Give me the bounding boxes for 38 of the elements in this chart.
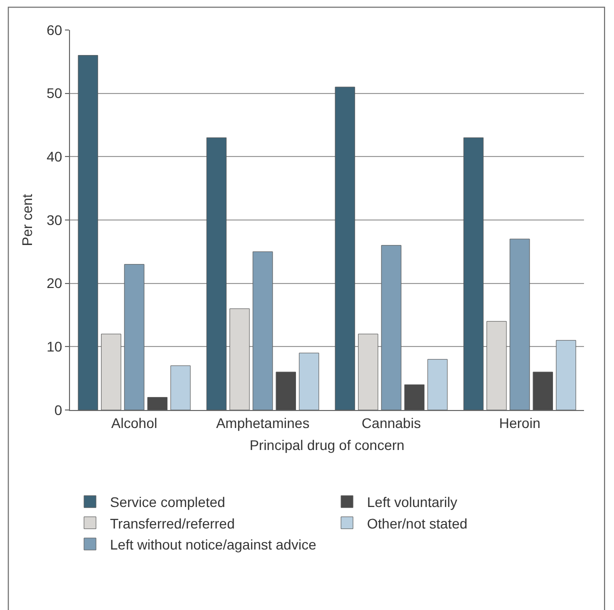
y-tick-label: 50 (46, 85, 62, 102)
bar (532, 372, 553, 410)
legend-label: Other/not stated (367, 515, 468, 532)
bar (381, 245, 402, 410)
bar (556, 340, 576, 410)
x-tick-label: Cannabis (362, 414, 421, 431)
bar (334, 86, 356, 410)
bar (78, 55, 98, 410)
bar (206, 137, 227, 410)
y-tick-label: 10 (46, 338, 62, 355)
legend-label: Transferred/referred (110, 515, 235, 532)
x-axis-title: Principal drug of concern (250, 437, 404, 454)
legend-label: Service completed (110, 494, 226, 510)
y-tick-label: 60 (46, 22, 62, 38)
bar (276, 372, 296, 410)
bar (230, 308, 250, 410)
y-tick-label: 0 (54, 402, 62, 418)
y-axis-title: Per cent (19, 194, 35, 246)
bar (101, 334, 122, 410)
x-tick-label: Heroin (499, 414, 540, 431)
bar (147, 397, 168, 410)
y-tick-label: 40 (46, 148, 62, 165)
bar (252, 251, 273, 410)
bar (358, 334, 378, 410)
y-tick-label: 20 (46, 275, 62, 292)
x-tick-label: Alcohol (111, 414, 158, 431)
bar (427, 359, 448, 410)
bar (170, 365, 191, 410)
bar (510, 238, 530, 410)
legend-label: Left voluntarily (367, 494, 458, 510)
bar (298, 352, 320, 410)
y-tick-label: 30 (46, 212, 62, 228)
bar (463, 137, 484, 410)
bar (486, 321, 507, 410)
bar (404, 384, 424, 410)
legend-label: Left without notice/against advice (110, 536, 316, 552)
bar (124, 264, 144, 410)
x-tick-label: Amphetamines (216, 414, 310, 431)
